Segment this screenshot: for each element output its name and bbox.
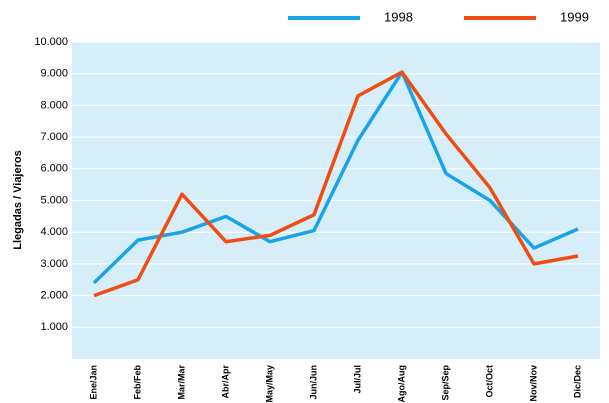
x-tick-label: Dic/Dec bbox=[572, 365, 582, 398]
x-tick-label: Mar/Mar bbox=[176, 365, 186, 400]
x-tick-label: Abr/Apr bbox=[220, 365, 230, 399]
series-line bbox=[93, 70, 579, 298]
y-tick-label: 1.000 bbox=[40, 321, 68, 333]
y-tick-label: 8.000 bbox=[40, 99, 68, 111]
x-tick-label: Sep/Sep bbox=[440, 365, 450, 401]
y-axis-label: Llegadas / Viajeros bbox=[12, 150, 24, 249]
x-tick-label: Oct/Oct bbox=[484, 365, 494, 398]
y-tick-label: 2.000 bbox=[40, 290, 68, 302]
x-tick-label: Feb/Feb bbox=[132, 365, 142, 400]
y-tick-label: 7.000 bbox=[40, 131, 68, 143]
y-tick-label: 9.000 bbox=[40, 68, 68, 80]
x-tick-label: Jun/Jun bbox=[308, 365, 318, 400]
series-line bbox=[92, 70, 579, 285]
y-tick-label: 10.000 bbox=[34, 36, 68, 48]
y-tick-label: 3.000 bbox=[40, 258, 68, 270]
legend-label: 1999 bbox=[560, 9, 589, 24]
x-tick-label: Ago/Aug bbox=[396, 365, 406, 403]
x-tick-label: Jul/Jul bbox=[352, 365, 362, 394]
legend-label: 1998 bbox=[384, 9, 413, 24]
y-tick-label: 5.000 bbox=[40, 194, 68, 206]
x-tick-label: Ene/Jan bbox=[88, 365, 98, 400]
x-tick-label: May/May bbox=[264, 365, 274, 403]
y-tick-label: 4.000 bbox=[40, 226, 68, 238]
y-tick-label: 6.000 bbox=[40, 163, 68, 175]
x-tick-label: Nov/Nov bbox=[528, 365, 538, 402]
